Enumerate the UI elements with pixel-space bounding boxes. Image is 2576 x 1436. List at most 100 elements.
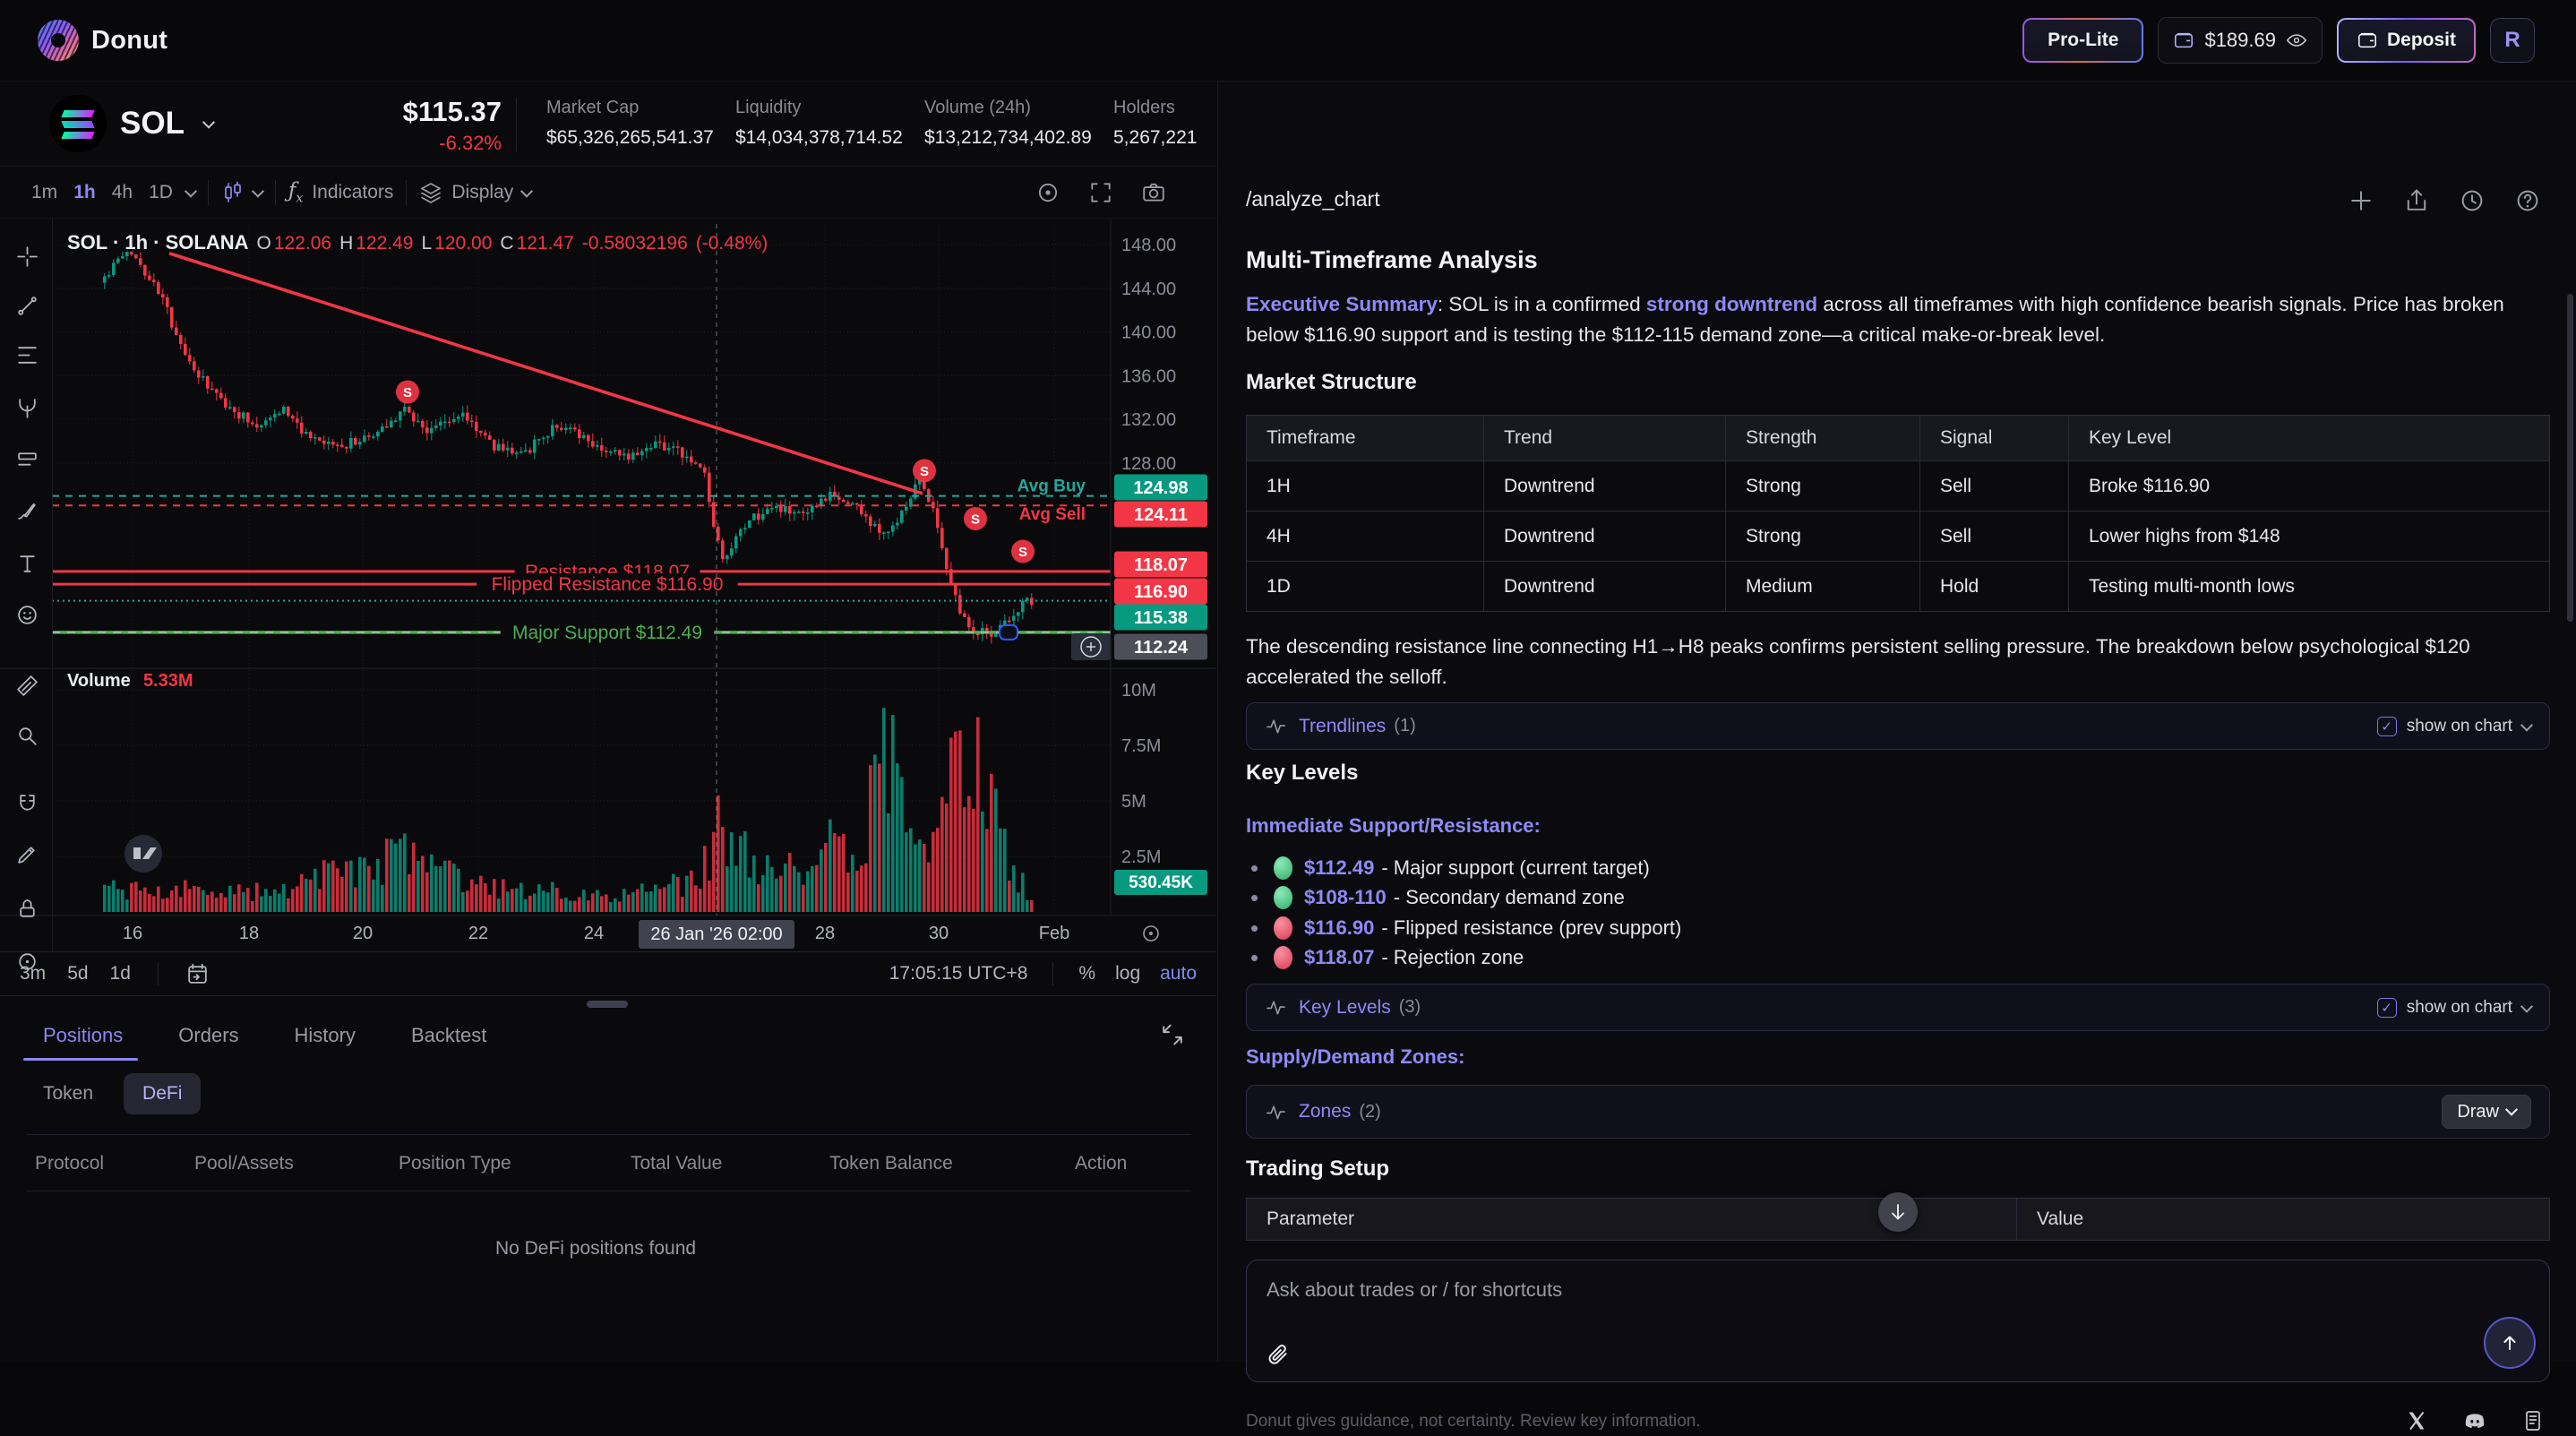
svg-text:Avg Sell: Avg Sell <box>1019 505 1086 524</box>
fullscreen-icon[interactable] <box>1088 180 1113 205</box>
tool-text[interactable] <box>13 549 41 578</box>
price-tick: 144.00 <box>1121 279 1176 299</box>
range-3m[interactable]: 3m <box>20 963 47 984</box>
eye-icon[interactable] <box>2286 30 2307 51</box>
tool-brush[interactable] <box>13 496 41 525</box>
ruler-icon <box>16 675 38 696</box>
list-item: • $112.49- Major support (current target… <box>1250 854 1650 881</box>
chevron-down-icon[interactable] <box>184 185 197 198</box>
draw-button[interactable]: Draw <box>2442 1095 2531 1129</box>
zones-subheading: Supply/Demand Zones: <box>1246 1045 1465 1068</box>
chevron-down-icon[interactable] <box>2520 1000 2534 1013</box>
timeframe-1m[interactable]: 1m <box>31 181 58 202</box>
plus-icon[interactable] <box>2348 187 2374 214</box>
sell-marker: S <box>913 459 936 483</box>
chevron-down-icon[interactable] <box>2520 718 2534 732</box>
price-tick: 136.00 <box>1121 366 1176 386</box>
price-badge: 118.07 <box>1114 551 1207 578</box>
log-scale-button[interactable]: log <box>1115 963 1141 984</box>
tool-fib-lines[interactable] <box>13 340 41 369</box>
tab-backtest[interactable]: Backtest <box>410 1024 487 1046</box>
panel-resize-handle[interactable] <box>587 1001 628 1008</box>
top-bar: Donut Pro-Lite $189.69 Deposit R <box>0 0 2576 82</box>
docs-icon[interactable] <box>2521 1409 2545 1434</box>
tool-lock[interactable] <box>13 894 41 923</box>
clock-display[interactable]: 17:05:15 UTC+8 <box>889 963 1028 984</box>
positions-tabs: Positions Orders History Backtest <box>0 1012 1216 1059</box>
camera-icon[interactable] <box>1141 180 1166 205</box>
tab-positions[interactable]: Positions <box>43 1024 124 1046</box>
help-icon[interactable] <box>2514 187 2541 214</box>
descending-trendline <box>168 252 923 495</box>
avatar[interactable]: R <box>2490 18 2535 63</box>
tool-edit[interactable] <box>13 839 41 868</box>
timeframe-4h[interactable]: 4h <box>111 181 133 202</box>
percent-scale-button[interactable]: % <box>1078 963 1096 984</box>
long-position-icon <box>17 451 37 466</box>
key-levels-expander[interactable]: Key Levels (3) ✓ show on chart <box>1246 984 2550 1031</box>
pro-lite-button[interactable]: Pro-Lite <box>2022 18 2143 63</box>
tool-emoji[interactable] <box>13 600 41 629</box>
donut-logo <box>38 20 79 61</box>
tool-target[interactable] <box>13 947 41 976</box>
tab-history[interactable]: History <box>294 1024 356 1046</box>
attachment-icon[interactable] <box>1265 1343 1292 1370</box>
svg-text:530.45K: 530.45K <box>1129 873 1193 892</box>
edit-icon <box>17 846 35 864</box>
display-button[interactable]: Display <box>419 181 534 204</box>
calendar-icon[interactable] <box>185 962 210 986</box>
token-symbol[interactable]: SOL <box>120 106 185 141</box>
trendlines-expander[interactable]: Trendlines (1) ✓ show on chart <box>1246 702 2550 750</box>
tool-magnet[interactable] <box>13 790 41 819</box>
auto-scale-button[interactable]: auto <box>1160 963 1197 984</box>
deposit-button[interactable]: Deposit <box>2337 18 2476 63</box>
tool-crosshair[interactable] <box>13 242 41 271</box>
range-1d[interactable]: 1d <box>109 963 131 984</box>
indicators-button[interactable]: ƒx Indicators <box>288 178 394 206</box>
price-tick: 132.00 <box>1121 410 1176 430</box>
discord-icon[interactable] <box>2462 1409 2487 1434</box>
date-tick: 28 <box>815 924 835 943</box>
timeframe-1d[interactable]: 1D <box>149 181 173 202</box>
tool-zoom[interactable] <box>13 721 41 750</box>
history-icon[interactable] <box>2459 187 2486 214</box>
price-tick: 140.00 <box>1121 323 1176 343</box>
brush-icon <box>17 503 36 520</box>
active-tab-underline <box>23 1058 138 1061</box>
tool-trend-line[interactable] <box>13 291 41 320</box>
scroll-to-bottom-button[interactable] <box>1878 1192 1918 1232</box>
tool-long-position[interactable] <box>13 445 41 474</box>
trend-line-icon <box>17 296 37 315</box>
date-tick: 16 <box>123 924 142 943</box>
svg-text:116.90: 116.90 <box>1134 582 1188 602</box>
wallet-balance[interactable]: $189.69 <box>2158 17 2323 64</box>
date-tick: 30 <box>929 924 949 943</box>
chat-input[interactable] <box>1247 1260 2549 1330</box>
scrollbar-thumb[interactable] <box>2567 294 2573 622</box>
filter-defi[interactable]: DeFi <box>124 1073 202 1114</box>
price-badge: 116.90 <box>1114 578 1207 605</box>
chevron-down-icon[interactable] <box>202 116 216 129</box>
tool-pitchfork[interactable] <box>13 393 41 422</box>
svg-text:5M: 5M <box>1121 792 1146 812</box>
candle-style-button[interactable] <box>221 181 264 204</box>
x-icon[interactable] <box>2405 1409 2428 1434</box>
collapse-panel-icon[interactable] <box>1159 1021 1186 1048</box>
timeframe-1h[interactable]: 1h <box>73 181 96 202</box>
send-button[interactable] <box>2484 1317 2536 1369</box>
table-row: 4H Downtrend Strong Sell Lower highs fro… <box>1247 511 2549 561</box>
line-handle <box>999 623 1018 641</box>
export-icon[interactable] <box>2403 187 2430 214</box>
range-5d[interactable]: 5d <box>67 963 89 984</box>
compare-icon[interactable] <box>1035 180 1060 205</box>
show-on-chart-checkbox[interactable]: ✓ <box>2376 716 2397 736</box>
level-dot <box>1274 916 1292 940</box>
trend-note: The descending resistance line connectin… <box>1246 635 2470 688</box>
price-tick: 128.00 <box>1121 454 1176 474</box>
show-on-chart-checkbox[interactable]: ✓ <box>2376 997 2397 1018</box>
tab-orders[interactable]: Orders <box>178 1024 239 1046</box>
filter-token[interactable]: Token <box>43 1083 94 1104</box>
zones-expander[interactable]: Zones (2) Draw <box>1246 1085 2550 1139</box>
tool-ruler[interactable] <box>13 671 41 700</box>
